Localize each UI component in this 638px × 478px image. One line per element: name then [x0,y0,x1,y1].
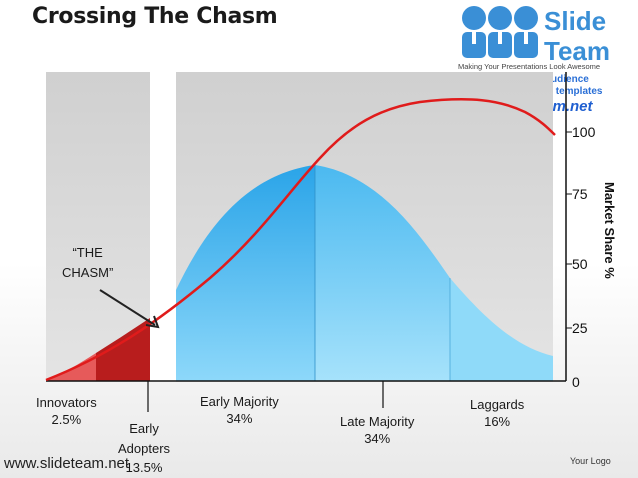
y-tick-50: 50 [572,256,588,272]
chasm-arrow [99,289,156,326]
laggards-area [450,278,553,381]
late-majority-area [315,165,450,381]
chasm-label: “THE CHASM” [62,245,114,280]
segment-laggards: Laggards 16% [470,397,525,429]
chasm-gap [150,72,176,382]
innovators-area [46,353,96,381]
people-icon [462,6,538,58]
y-tick-0: 0 [572,374,580,390]
y-tick-25: 25 [572,320,588,336]
segment-early-majority: Early Majority 34% [200,394,279,426]
market-share-curve [45,98,556,382]
chasm-arrow-head [145,315,160,329]
footer-url[interactable]: www.slideteam.net [4,455,130,472]
segment-late-majority: Late Majority 34% [340,414,415,446]
logo-word-slide: Slide [544,6,607,36]
early-majority-area [176,165,315,381]
y-axis-title: Market Share % [602,182,617,279]
logo-word-team: Team [544,36,610,66]
footer-logo-placeholder: Your Logo [570,456,611,466]
segment-early-adopters: Early Adopters 13.5% [118,421,171,475]
logo-tagline: Making Your Presentations Look Awesome [458,62,601,71]
segment-innovators: Innovators 2.5% [36,395,97,427]
y-tick-100: 100 [572,124,596,140]
y-tick-75: 75 [572,186,588,202]
slide-title: Crossing The Chasm [32,4,278,29]
